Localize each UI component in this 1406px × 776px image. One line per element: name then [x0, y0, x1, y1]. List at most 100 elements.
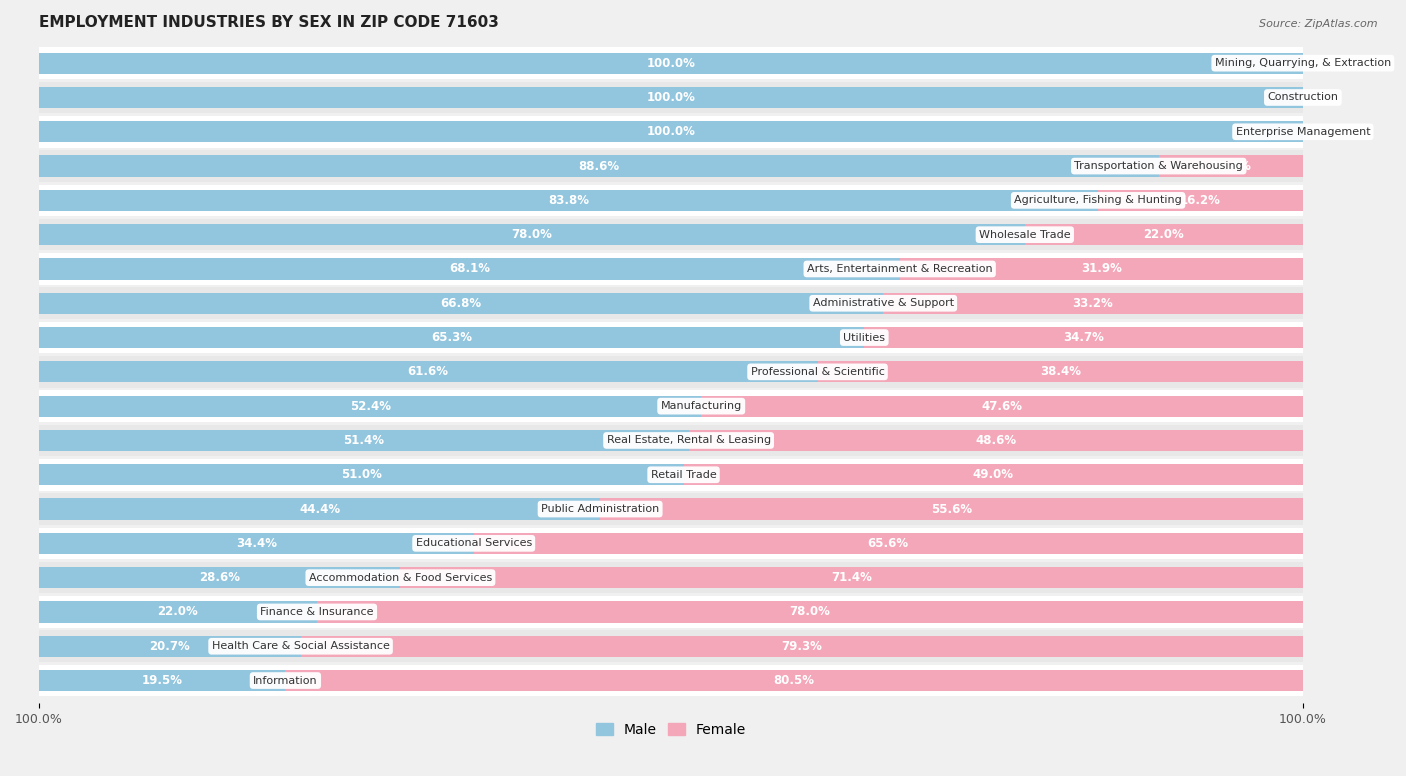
Text: 51.4%: 51.4% [343, 434, 384, 447]
Text: 20.7%: 20.7% [149, 639, 190, 653]
Text: Professional & Scientific: Professional & Scientific [751, 367, 884, 377]
Text: 11.4%: 11.4% [1211, 160, 1251, 172]
Bar [39, 116, 1303, 147]
Bar [39, 87, 1303, 108]
Bar [39, 430, 689, 451]
Text: Public Administration: Public Administration [541, 504, 659, 514]
Bar [39, 53, 1303, 74]
Text: Utilities: Utilities [844, 333, 886, 342]
Bar [39, 630, 1303, 662]
Bar [683, 464, 1303, 486]
Bar [301, 636, 1303, 656]
Bar [39, 293, 883, 314]
Text: 79.3%: 79.3% [782, 639, 823, 653]
Text: Real Estate, Rental & Leasing: Real Estate, Rental & Leasing [606, 435, 770, 445]
Bar [1159, 155, 1303, 177]
Bar [39, 356, 1303, 388]
Bar [39, 459, 1303, 490]
Text: 55.6%: 55.6% [931, 503, 972, 515]
Text: 68.1%: 68.1% [449, 262, 489, 275]
Text: 71.4%: 71.4% [831, 571, 872, 584]
Bar [39, 396, 702, 417]
Bar [39, 253, 1303, 285]
Text: Agriculture, Fishing & Hunting: Agriculture, Fishing & Hunting [1014, 196, 1182, 206]
Bar [39, 47, 1303, 79]
Text: Mining, Quarrying, & Extraction: Mining, Quarrying, & Extraction [1215, 58, 1391, 68]
Text: 65.3%: 65.3% [432, 331, 472, 344]
Text: EMPLOYMENT INDUSTRIES BY SEX IN ZIP CODE 71603: EMPLOYMENT INDUSTRIES BY SEX IN ZIP CODE… [39, 15, 499, 30]
Bar [39, 494, 1303, 525]
Bar [39, 327, 865, 348]
Text: Accommodation & Food Services: Accommodation & Food Services [309, 573, 492, 583]
Bar [39, 601, 316, 622]
Bar [39, 562, 1303, 594]
Text: 34.4%: 34.4% [236, 537, 277, 550]
Bar [39, 81, 1303, 113]
Text: Source: ZipAtlas.com: Source: ZipAtlas.com [1260, 19, 1378, 29]
Text: 100.0%: 100.0% [647, 91, 696, 104]
Bar [39, 528, 1303, 559]
Bar [39, 224, 1025, 245]
Bar [39, 665, 1303, 696]
Bar [817, 362, 1303, 383]
Text: 66.8%: 66.8% [440, 296, 482, 310]
Text: 33.2%: 33.2% [1073, 296, 1114, 310]
Text: Information: Information [253, 676, 318, 685]
Text: 65.6%: 65.6% [868, 537, 908, 550]
Bar [1025, 224, 1303, 245]
Text: 16.2%: 16.2% [1180, 194, 1220, 207]
Bar [39, 532, 474, 554]
Bar [39, 190, 1098, 211]
Bar [39, 636, 301, 656]
Text: 22.0%: 22.0% [1143, 228, 1184, 241]
Text: 28.6%: 28.6% [200, 571, 240, 584]
Bar [316, 601, 1303, 622]
Text: 78.0%: 78.0% [790, 605, 831, 618]
Text: Educational Services: Educational Services [416, 539, 531, 549]
Bar [1098, 190, 1303, 211]
Bar [865, 327, 1303, 348]
Text: 80.5%: 80.5% [773, 674, 814, 687]
Text: Manufacturing: Manufacturing [661, 401, 742, 411]
Text: 48.6%: 48.6% [976, 434, 1017, 447]
Bar [39, 287, 1303, 319]
Text: Transportation & Warehousing: Transportation & Warehousing [1074, 161, 1243, 171]
Text: Construction: Construction [1267, 92, 1339, 102]
Bar [285, 670, 1303, 691]
Text: Administrative & Support: Administrative & Support [813, 298, 953, 308]
Bar [39, 322, 1303, 353]
Text: 83.8%: 83.8% [548, 194, 589, 207]
Bar [474, 532, 1303, 554]
Bar [39, 670, 285, 691]
Bar [39, 362, 817, 383]
Text: 100.0%: 100.0% [647, 125, 696, 138]
Text: Wholesale Trade: Wholesale Trade [979, 230, 1070, 240]
Bar [883, 293, 1303, 314]
Bar [39, 155, 1159, 177]
Text: 52.4%: 52.4% [350, 400, 391, 413]
Bar [39, 498, 600, 520]
Bar [900, 258, 1303, 279]
Text: 19.5%: 19.5% [142, 674, 183, 687]
Bar [39, 596, 1303, 628]
Text: 49.0%: 49.0% [973, 468, 1014, 481]
Text: 22.0%: 22.0% [157, 605, 198, 618]
Bar [39, 464, 683, 486]
Bar [39, 121, 1303, 143]
Bar [39, 185, 1303, 217]
Bar [39, 424, 1303, 456]
Bar [401, 567, 1303, 588]
Text: 51.0%: 51.0% [340, 468, 381, 481]
Text: 100.0%: 100.0% [647, 57, 696, 70]
Text: Enterprise Management: Enterprise Management [1236, 126, 1371, 137]
Text: Arts, Entertainment & Recreation: Arts, Entertainment & Recreation [807, 264, 993, 274]
Text: 61.6%: 61.6% [408, 365, 449, 379]
Text: Finance & Insurance: Finance & Insurance [260, 607, 374, 617]
Bar [689, 430, 1303, 451]
Text: Health Care & Social Assistance: Health Care & Social Assistance [212, 641, 389, 651]
Text: 44.4%: 44.4% [299, 503, 340, 515]
Text: 38.4%: 38.4% [1039, 365, 1081, 379]
Bar [702, 396, 1303, 417]
Bar [39, 390, 1303, 422]
Text: 34.7%: 34.7% [1063, 331, 1104, 344]
